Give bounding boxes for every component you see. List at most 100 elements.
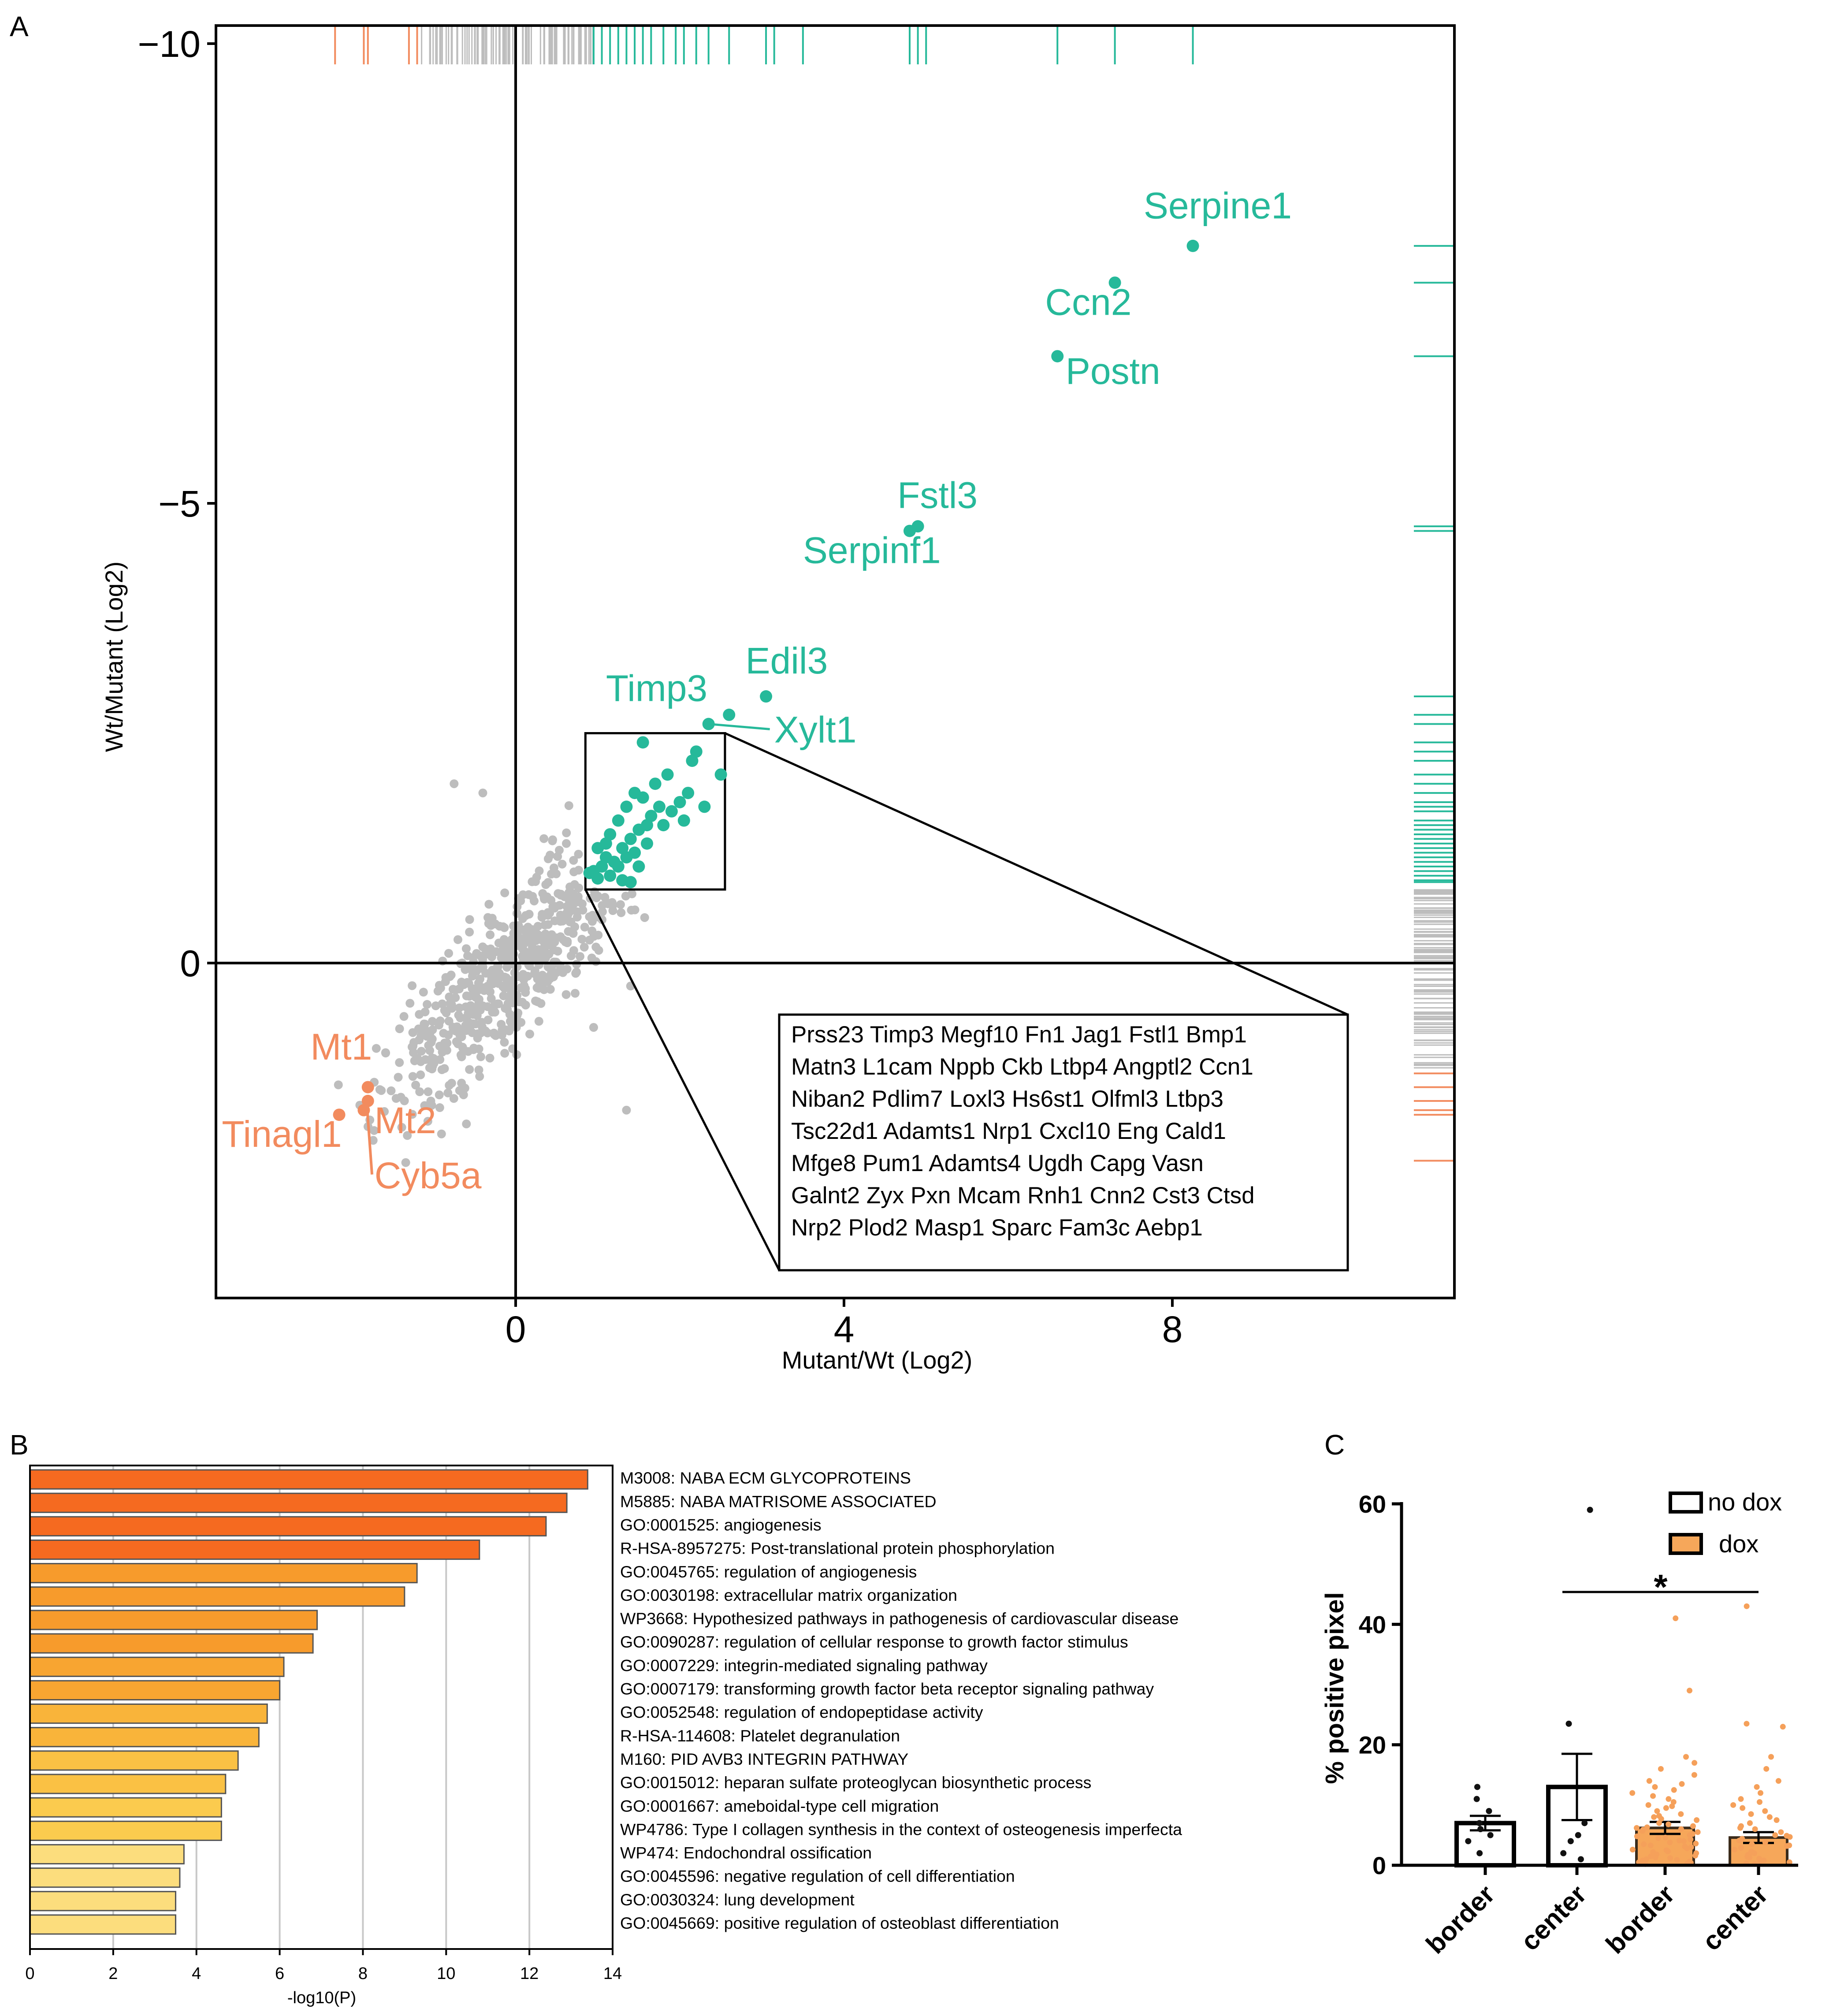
gene-point-neutral — [375, 1085, 384, 1094]
data-point — [1581, 1820, 1588, 1826]
y-axis-label-a: Wt/Mutant (Log2) — [100, 562, 128, 752]
data-point — [1655, 1835, 1662, 1841]
gene-point-neutral — [545, 971, 554, 980]
gene-point-neutral — [546, 985, 555, 994]
gene-point-neutral — [548, 835, 557, 844]
gene-point-up — [690, 745, 703, 758]
gene-point-up — [599, 851, 612, 864]
data-point — [1647, 1842, 1654, 1849]
enrichment-term-label: WP3668: Hypothesized pathways in pathoge… — [620, 1609, 1179, 1628]
gene-point-neutral — [600, 893, 610, 902]
data-point — [1780, 1724, 1786, 1730]
gene-point-neutral — [459, 1090, 468, 1099]
gene-point-neutral — [520, 981, 529, 990]
panel-label-b: B — [10, 1429, 29, 1461]
gene-point-neutral — [534, 1017, 543, 1026]
gene-label-xylt1: Xylt1 — [774, 709, 857, 750]
x-tick-label-c: border — [1600, 1879, 1680, 1960]
gene-point-neutral — [441, 977, 450, 986]
x-tick-label-b: 14 — [603, 1964, 622, 1983]
data-point — [1465, 1838, 1472, 1845]
gene-point-neutral — [483, 1002, 492, 1011]
data-point — [1667, 1839, 1673, 1845]
gene-point-neutral — [617, 908, 626, 917]
gene-point-neutral — [574, 850, 583, 859]
data-point — [1634, 1825, 1640, 1831]
data-point — [1682, 1844, 1688, 1850]
x-axis-label-b: -log10(P) — [287, 1989, 356, 2007]
gene-point-neutral — [556, 911, 565, 920]
gene-label-mt2: Mt2 — [375, 1100, 436, 1141]
x-tick-label-b: 6 — [275, 1964, 284, 1983]
gene-point-neutral — [630, 905, 640, 915]
inset-line-5: Mfge8 Pum1 Adamts4 Ugdh Capg Vasn — [791, 1150, 1204, 1176]
gene-point-neutral — [502, 963, 512, 972]
x-tick-label-c: center — [1696, 1879, 1774, 1956]
gene-point-neutral — [498, 982, 507, 991]
gene-point-neutral — [462, 991, 471, 1001]
data-point — [1757, 1858, 1763, 1864]
gene-point-neutral — [589, 1023, 598, 1032]
gene-point-neutral — [484, 900, 494, 909]
inset-connector — [584, 732, 1349, 1271]
data-point — [1691, 1772, 1697, 1778]
gene-point-neutral — [454, 935, 463, 944]
gene-point-neutral — [415, 1087, 424, 1097]
gene-point-neutral — [474, 1065, 483, 1075]
gene-point-neutral — [387, 1086, 396, 1095]
gene-point-neutral — [497, 1019, 506, 1029]
gene-point-neutral — [469, 989, 478, 998]
y-tick-label-c: 0 — [1372, 1852, 1386, 1879]
enrichment-term-label: GO:0007229: integrin-mediated signaling … — [620, 1656, 988, 1674]
gene-point-neutral — [443, 1088, 453, 1097]
gene-point-neutral — [420, 1101, 429, 1110]
enrichment-bar — [29, 1492, 568, 1513]
gene-point-neutral — [513, 930, 522, 939]
data-point — [1476, 1850, 1483, 1856]
gene-point-neutral — [627, 889, 636, 899]
y-axis-label-c: % positive pixel — [1320, 1592, 1349, 1784]
gene-point-neutral — [411, 1080, 420, 1090]
gene-point-neutral — [540, 941, 549, 951]
gene-point-neutral — [458, 1044, 468, 1053]
data-point — [1736, 1837, 1742, 1844]
gene-point-neutral — [540, 894, 549, 904]
gene-point-neutral — [381, 1049, 390, 1058]
rug-right — [1414, 245, 1454, 1162]
data-point — [1772, 1832, 1778, 1838]
data-point — [1629, 1846, 1636, 1852]
gene-point-neutral — [525, 1030, 534, 1039]
enrichment-bar — [29, 1820, 222, 1841]
enrichment-bar — [29, 1727, 260, 1748]
gene-point-neutral — [472, 949, 481, 958]
gene-label-serpinf1: Serpinf1 — [803, 530, 941, 571]
data-point — [1681, 1838, 1687, 1844]
data-point — [1774, 1817, 1780, 1823]
data-point — [1652, 1854, 1658, 1860]
data-point — [1762, 1808, 1768, 1814]
enrichment-bar — [29, 1774, 227, 1794]
gene-point-mt1 — [361, 1081, 374, 1094]
enrichment-bar — [29, 1610, 318, 1630]
gene-point-neutral — [487, 974, 496, 983]
gene-point-neutral — [540, 920, 550, 930]
gene-point-neutral — [444, 948, 454, 958]
enrichment-term-label: M160: PID AVB3 INTEGRIN PATHWAY — [620, 1750, 908, 1768]
gene-point-tinagl1 — [333, 1108, 346, 1121]
gene-point-neutral — [400, 1096, 409, 1105]
x-tick-label-c: center — [1515, 1879, 1592, 1956]
data-point — [1730, 1802, 1736, 1808]
x-tick-label-b: 10 — [437, 1964, 455, 1983]
data-point — [1650, 1793, 1656, 1799]
gene-point-neutral — [424, 1087, 433, 1097]
gene-point-up — [591, 842, 604, 855]
gene-label-serpine1: Serpine1 — [1144, 185, 1292, 226]
data-point — [1683, 1754, 1689, 1760]
gene-point-neutral — [372, 1044, 381, 1053]
gene-point-neutral — [580, 922, 589, 932]
zoom-box — [584, 732, 726, 891]
x-tick-label-b: 8 — [358, 1964, 368, 1983]
enrichment-term-label: GO:0052548: regulation of endopeptidase … — [620, 1703, 983, 1722]
gene-point-up — [649, 777, 662, 790]
gene-point-neutral — [485, 1053, 495, 1063]
